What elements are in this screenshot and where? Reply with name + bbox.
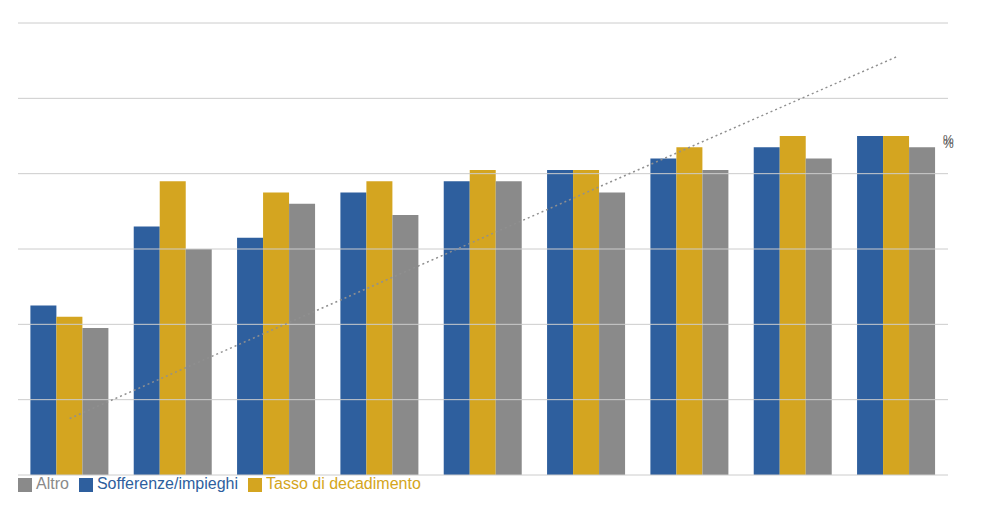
html-text:Altro: Altro <box>36 475 69 492</box>
svg-text:%: % <box>943 133 954 147</box>
html-text:Tasso di decadimento: Tasso di decadimento <box>266 475 421 492</box>
html-text:Sofferenze/impieghi: Sofferenze/impieghi <box>96 475 238 492</box>
